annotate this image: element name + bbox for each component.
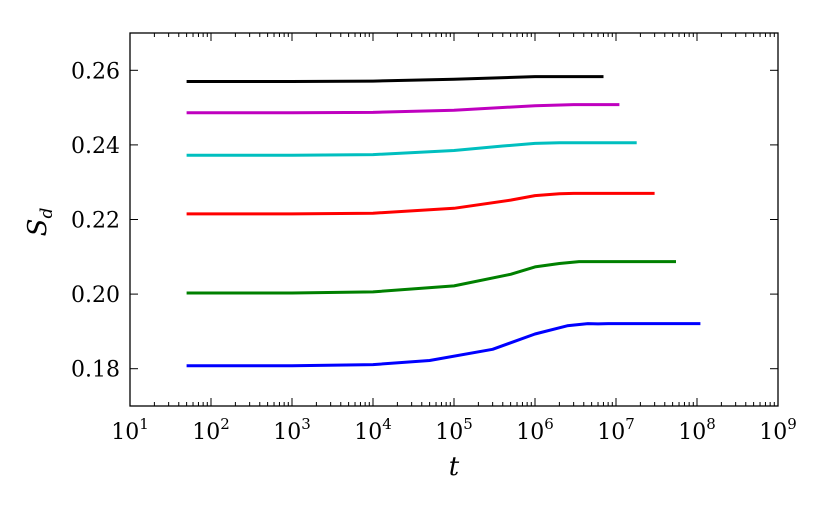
y-tick-label: 0.22 [71, 209, 120, 234]
x-tick-label-exponent: 3 [301, 415, 311, 433]
y-tick-label: 0.20 [71, 283, 120, 308]
x-tick-label: 107 [597, 415, 635, 445]
x-tick-label-base: 10 [273, 420, 301, 445]
series-line-5 [186, 260, 676, 295]
svg-text:Sd: Sd [23, 208, 57, 237]
x-tick-label-base: 10 [435, 420, 463, 445]
x-tick-label: 104 [354, 415, 392, 445]
y-axis-label-subscript: d [37, 208, 57, 219]
series-line-3 [186, 141, 637, 157]
x-tick-label-exponent: 1 [139, 415, 149, 433]
x-tick-label-exponent: 6 [544, 415, 554, 433]
y-axis-label: Sd [23, 208, 57, 237]
y-axis-label-main: S [23, 219, 53, 237]
series-line-4 [186, 191, 655, 216]
x-tick-label: 106 [516, 415, 554, 445]
x-tick-label-base: 10 [111, 420, 139, 445]
x-tick-label: 103 [273, 415, 311, 445]
x-tick-label-base: 10 [192, 420, 220, 445]
x-axis-label: t [449, 452, 460, 482]
x-tick-label: 108 [678, 415, 716, 445]
x-tick-label-exponent: 4 [382, 415, 392, 433]
series-line-1 [186, 75, 604, 83]
x-tick-label-base: 10 [516, 420, 544, 445]
x-tick-label-base: 10 [597, 420, 625, 445]
x-tick-label-base: 10 [759, 420, 787, 445]
y-tick-label: 0.18 [71, 358, 120, 383]
series-line-6 [186, 322, 701, 368]
series-group [186, 75, 701, 368]
x-tick-label: 105 [435, 415, 473, 445]
series-line-2 [186, 103, 620, 115]
x-tick-label: 101 [111, 415, 149, 445]
x-tick-label-base: 10 [678, 420, 706, 445]
x-tick-label-exponent: 8 [706, 415, 716, 433]
x-tick-label-exponent: 2 [220, 415, 230, 433]
x-tick-label-exponent: 7 [625, 415, 635, 433]
x-tick-label-base: 10 [354, 420, 382, 445]
ticks: 101 102 103 104 105 106 107 108 1090.180.200.220… [71, 33, 797, 445]
y-tick-label: 0.26 [71, 59, 120, 84]
x-tick-label: 102 [192, 415, 230, 445]
x-tick-label: 109 [759, 415, 797, 445]
x-tick-label-exponent: 9 [787, 415, 797, 433]
x-tick-label-exponent: 5 [463, 415, 473, 433]
plot-frame [129, 32, 779, 407]
y-tick-label: 0.24 [71, 134, 120, 159]
